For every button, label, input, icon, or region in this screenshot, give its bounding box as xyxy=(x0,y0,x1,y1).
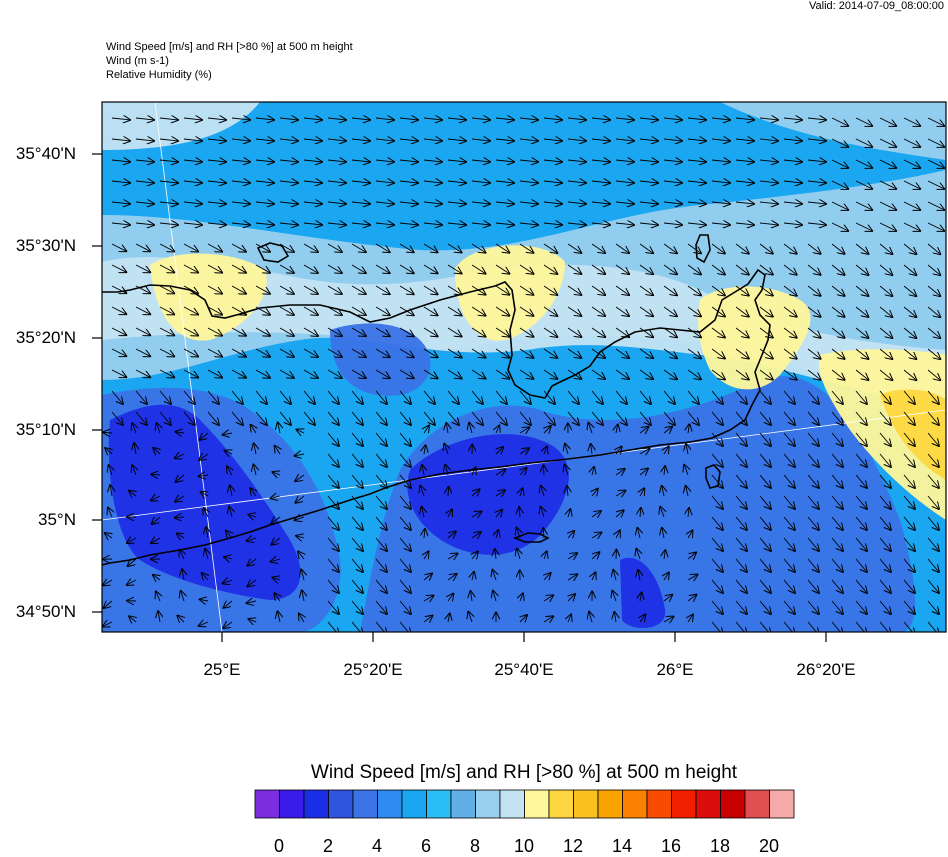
lon-label: 25°E xyxy=(203,660,240,680)
colorbar-swatch xyxy=(280,790,305,818)
colorbar xyxy=(254,789,796,819)
colorbar-swatch xyxy=(574,790,599,818)
lat-label: 35°N xyxy=(0,510,76,530)
colorbar-swatch xyxy=(525,790,550,818)
colorbar-swatch xyxy=(304,790,329,818)
colorbar-swatch xyxy=(623,790,648,818)
colorbar-swatch xyxy=(598,790,623,818)
colorbar-swatch xyxy=(329,790,354,818)
lon-label: 26°E xyxy=(656,660,693,680)
lon-label: 25°40'E xyxy=(494,660,553,680)
colorbar-swatch xyxy=(476,790,501,818)
colorbar-swatch xyxy=(378,790,403,818)
colorbar-swatch xyxy=(427,790,452,818)
lat-label: 35°40'N xyxy=(0,144,76,164)
colorbar-swatch xyxy=(672,790,697,818)
colorbar-swatch xyxy=(696,790,721,818)
map-field xyxy=(102,102,946,635)
colorbar-title: Wind Speed [m/s] and RH [>80 %] at 500 m… xyxy=(0,762,948,784)
lon-label: 25°20'E xyxy=(343,660,402,680)
colorbar-swatch xyxy=(721,790,746,818)
colorbar-swatch xyxy=(451,790,476,818)
colorbar-swatch xyxy=(647,790,672,818)
lat-label: 35°20'N xyxy=(0,328,76,348)
colorbar-swatch xyxy=(353,790,378,818)
colorbar-swatch xyxy=(770,790,795,818)
wind-map xyxy=(0,0,948,700)
lat-label: 35°10'N xyxy=(0,420,76,440)
colorbar-swatch xyxy=(402,790,427,818)
lat-label: 35°30'N xyxy=(0,236,76,256)
wind-arrow xyxy=(448,487,449,496)
lon-label: 26°20'E xyxy=(796,660,855,680)
wind-arrow xyxy=(544,465,545,475)
colorbar-swatch xyxy=(500,790,525,818)
colorbar-swatch xyxy=(549,790,574,818)
colorbar-swatch xyxy=(745,790,770,818)
colorbar-swatch xyxy=(255,790,280,818)
lat-label: 34°50'N xyxy=(0,602,76,622)
